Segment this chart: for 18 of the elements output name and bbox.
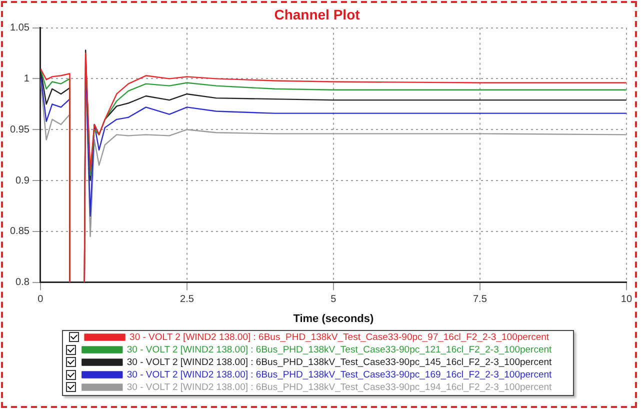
y-tick-label: 1.05 [10,22,30,34]
x-tick-label: 7.5 [472,294,488,306]
legend-label: 30 - VOLT 2 [WIND2 138.00] : 6Bus_PHD_138kV_Test_Case33-90pc_169_16cl_F2_2-3_100percent [126,369,552,380]
legend-label: 30 - VOLT 2 [WIND2 138.00] : 6Bus_PHD_138kV_Test_Case33-90pc_97_16cl_F2_2-3_100percent [130,332,550,343]
x-axis-title: Time (seconds) [293,312,374,325]
x-tick-label: 5 [330,294,337,306]
x-tick-label: 0 [38,294,44,306]
y-tick-label: 0.95 [10,124,30,136]
x-tick-label: 10 [620,294,632,306]
legend-label: 30 - VOLT 2 [WIND2 138.00] : 6Bus_PHD_138kV_Test_Case33-90pc_145_16cl_F2_2-3_100percent [126,356,552,368]
y-tick-label: 1 [24,73,30,84]
chart-title: Channel Plot [274,6,360,22]
y-tick-label: 0.8 [16,277,30,288]
y-tick-label: 0.9 [16,175,30,186]
legend-label: 30 - VOLT 2 [WIND2 138.00] : 6Bus_PHD_138kV_Test_Case33-90pc_194_16cl_F2_2-3_100percent [126,382,552,393]
legend-label: 30 - VOLT 2 [WIND2 138.00] : 6Bus_PHD_138kV_Test_Case33-90pc_121_16cl_F2_2-3_100percent [126,344,552,356]
y-tick-label: 0.85 [10,226,30,238]
x-tick-label: 2.5 [180,294,194,306]
